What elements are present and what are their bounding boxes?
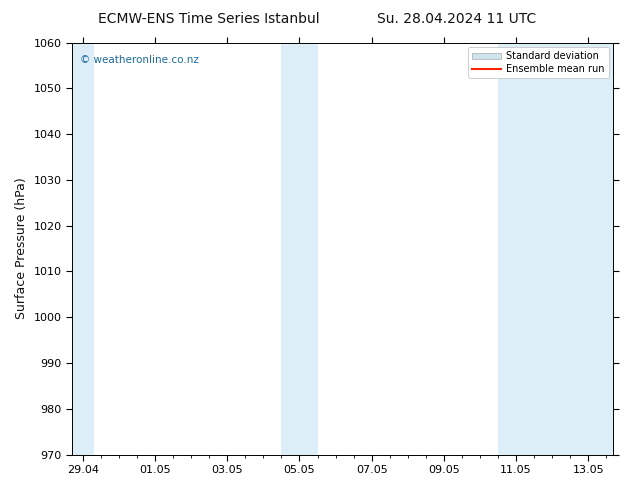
Legend: Standard deviation, Ensemble mean run: Standard deviation, Ensemble mean run (469, 48, 609, 78)
Bar (498, 43, 614, 455)
Y-axis label: Surface Pressure (hPa): Surface Pressure (hPa) (15, 178, 28, 319)
Text: Su. 28.04.2024 11 UTC: Su. 28.04.2024 11 UTC (377, 12, 536, 26)
Bar (72, 43, 94, 455)
Text: ECMW-ENS Time Series Istanbul: ECMW-ENS Time Series Istanbul (98, 12, 320, 26)
Text: © weatheronline.co.nz: © weatheronline.co.nz (81, 55, 199, 65)
Bar (281, 43, 318, 455)
